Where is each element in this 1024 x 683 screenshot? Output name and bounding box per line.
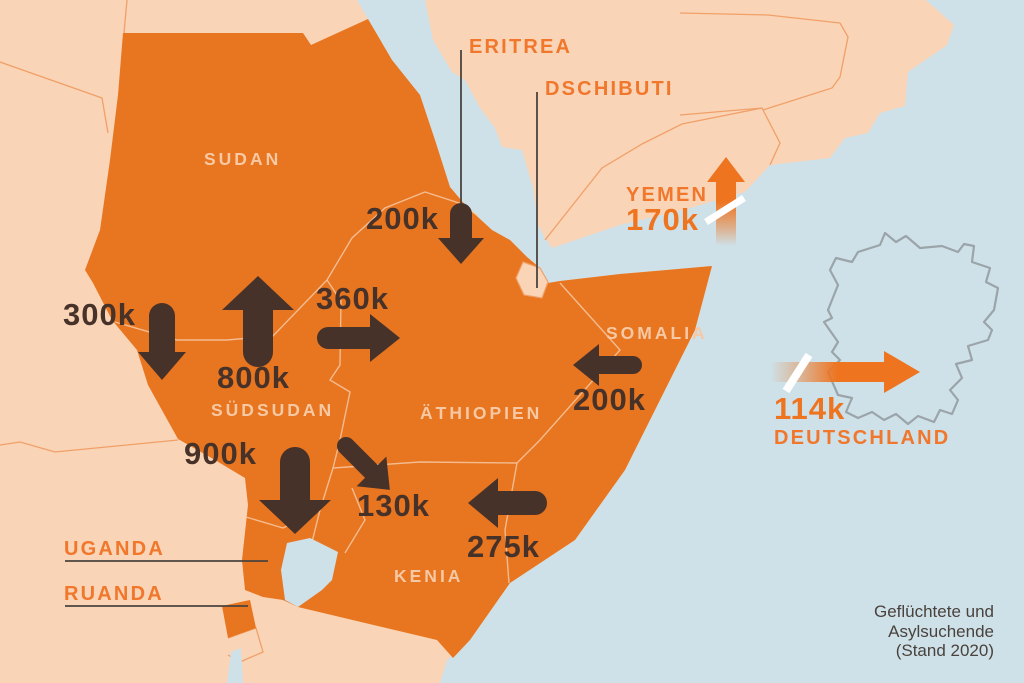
region-label-aethiopien: ÄTHIOPIEN	[420, 403, 543, 423]
caption-line-3: (Stand 2020)	[895, 641, 994, 660]
flow-value-suedsudan-kenia: 130k	[357, 488, 430, 523]
flow-arrow-eritrea-aethiopien	[438, 203, 484, 264]
flow-arrow-suedsudan-sudan	[222, 276, 294, 367]
region-label-somalia: SOMALIA	[606, 323, 708, 343]
flow-arrow-somalia-aethiopien	[573, 344, 642, 386]
flow-value-somalia-aethiopien: 200k	[573, 382, 646, 417]
germany-outline	[822, 231, 1000, 426]
country-borders-light	[0, 0, 849, 683]
accent-value-deutschland: 114k	[774, 391, 846, 426]
flow-value-somalia-kenia: 275k	[467, 529, 540, 564]
region-label-kenia: KENIA	[394, 566, 464, 586]
flow-arrow-sudan-aethiopien	[317, 314, 400, 362]
flow-arrow-somalia-kenia	[468, 478, 547, 528]
caption-line-1: Geflüchtete und	[873, 602, 994, 621]
accent-country-yemen: YEMEN	[626, 184, 709, 206]
flow-value-suedsudan-uganda: 900k	[184, 436, 257, 471]
rwanda-region	[222, 600, 256, 638]
flow-arrow-suedsudan-uganda	[259, 447, 331, 534]
callout-label-ruanda: RUANDA	[64, 583, 164, 605]
region-label-suedsudan: SÜDSUDAN	[211, 400, 335, 420]
flow-value-sudan-west: 300k	[63, 297, 136, 332]
accent-country-deutschland: DEUTSCHLAND	[774, 427, 951, 449]
accent-value-yemen: 170k	[626, 202, 699, 237]
flow-value-eritrea-aethiopien: 200k	[366, 201, 439, 236]
germany-flow-arrow	[772, 351, 920, 394]
region-label-sudan: SUDAN	[204, 149, 282, 169]
arabia-landmass	[425, 0, 954, 248]
callout-label-uganda: UGANDA	[64, 538, 165, 560]
flow-value-sudan-aethiopien: 360k	[316, 281, 389, 316]
djibouti-region	[515, 261, 549, 299]
flow-value-suedsudan-sudan: 800k	[217, 360, 290, 395]
flow-arrow-suedsudan-kenia	[337, 437, 390, 490]
lake-victoria	[281, 538, 338, 607]
callout-label-dschibuti: DSCHIBUTI	[545, 78, 674, 100]
callout-label-eritrea: ERITREA	[469, 36, 573, 58]
yemen-arrow-break	[704, 195, 746, 225]
flow-arrow-sudan-west	[138, 303, 186, 380]
map-caption: Geflüchtete und Asylsuchende (Stand 2020)	[874, 602, 994, 661]
caption-line-2: Asylsuchende	[888, 621, 994, 641]
yemen-flow-arrow	[704, 157, 746, 246]
lake-tanganyika	[227, 648, 243, 683]
germany-arrow-break	[782, 352, 813, 394]
